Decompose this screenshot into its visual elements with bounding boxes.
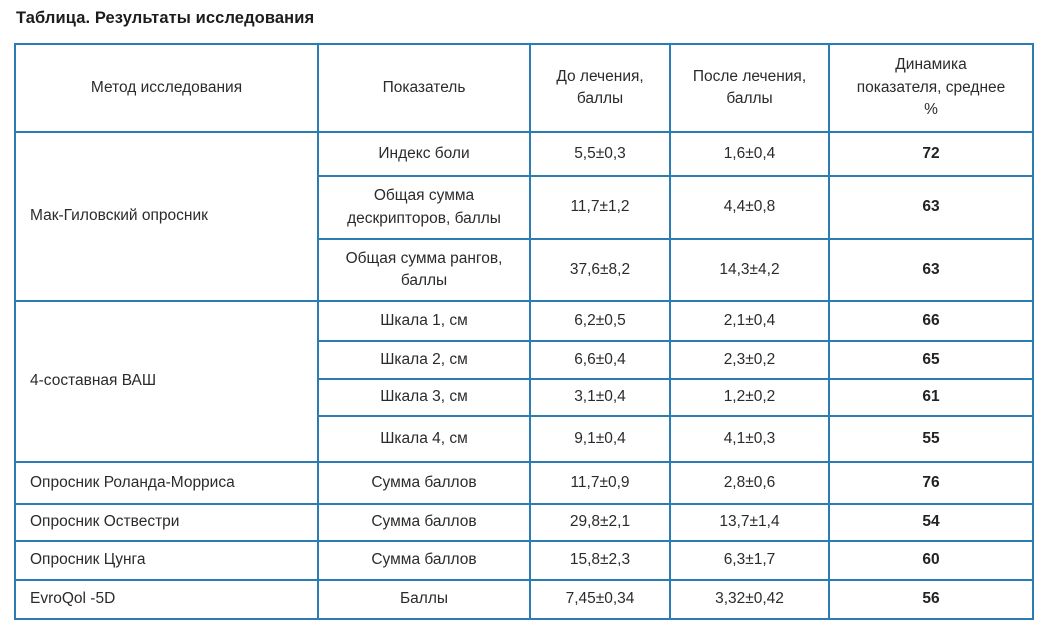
dynamics-cell: 55 xyxy=(828,415,1034,463)
after-cell: 14,3±4,2 xyxy=(669,238,830,302)
dynamics-cell: 76 xyxy=(828,461,1034,505)
dynamics-cell: 54 xyxy=(828,503,1034,542)
after-cell: 3,32±0,42 xyxy=(669,579,830,620)
after-cell: 1,6±0,4 xyxy=(669,131,830,177)
table-row: Шкала 4, см 9,1±0,4 4,1±0,3 55 xyxy=(15,415,1034,463)
method-cell: Мак-Гиловский опросник xyxy=(14,131,319,302)
method-cell: EvroQol -5D xyxy=(14,579,319,620)
dynamics-cell: 66 xyxy=(828,300,1034,342)
method-cell: Опросник Цунга xyxy=(14,540,319,581)
indicator-cell: Сумма баллов xyxy=(317,540,531,581)
dynamics-cell: 72 xyxy=(828,131,1034,177)
after-cell: 2,1±0,4 xyxy=(669,300,830,342)
after-cell: 4,1±0,3 xyxy=(669,415,830,463)
col-header-dynamics: Динамика показателя, среднее % xyxy=(828,43,1034,133)
indicator-cell: Общая сумма рангов, баллы xyxy=(317,238,531,302)
table-row: EvroQol -5D Баллы 7,45±0,34 3,32±0,42 56 xyxy=(14,579,1034,620)
col-header-method: Метод исследования xyxy=(14,43,319,133)
dynamics-cell: 61 xyxy=(828,378,1034,417)
method-cell: Опросник Оствестри xyxy=(14,503,319,542)
dynamics-cell: 60 xyxy=(828,540,1034,581)
col-header-indicator: Показатель xyxy=(317,43,531,133)
table-row: Общая сумма рангов, баллы 37,6±8,2 14,3±… xyxy=(15,238,1034,302)
method-cell: Опросник Роланда-Морриса xyxy=(14,461,319,505)
dynamics-cell: 65 xyxy=(828,340,1034,380)
indicator-cell: Баллы xyxy=(317,579,531,620)
before-cell: 11,7±0,9 xyxy=(529,461,671,505)
table-row: Опросник Роланда-Морриса Сумма баллов 11… xyxy=(14,461,1034,505)
method-cell: 4-составная ВАШ xyxy=(14,300,319,463)
before-cell: 11,7±1,2 xyxy=(529,175,671,240)
after-cell: 1,2±0,2 xyxy=(669,378,830,417)
page-title: Таблица. Результаты исследования xyxy=(16,9,315,27)
before-cell: 29,8±2,1 xyxy=(529,503,671,542)
after-cell: 13,7±1,4 xyxy=(669,503,830,542)
indicator-cell: Индекс боли xyxy=(317,131,531,177)
dynamics-cell: 63 xyxy=(828,175,1034,240)
after-cell: 4,4±0,8 xyxy=(669,175,830,240)
indicator-cell: Общая сумма дескрипторов, баллы xyxy=(317,175,531,240)
indicator-cell: Шкала 1, см xyxy=(317,300,531,342)
results-table: Метод исследования Показатель До лечения… xyxy=(14,43,1034,620)
indicator-cell: Шкала 3, см xyxy=(317,378,531,417)
table-row: Опросник Оствестри Сумма баллов 29,8±2,1… xyxy=(14,503,1034,542)
table-row: Шкала 3, см 3,1±0,4 1,2±0,2 61 xyxy=(15,378,1034,417)
col-header-after: После лечения, баллы xyxy=(669,43,830,133)
col-header-before: До лечения, баллы xyxy=(529,43,671,133)
before-cell: 5,5±0,3 xyxy=(529,131,671,177)
indicator-cell: Шкала 4, см xyxy=(317,415,531,463)
before-cell: 6,2±0,5 xyxy=(529,300,671,342)
after-cell: 2,8±0,6 xyxy=(669,461,830,505)
indicator-cell: Сумма баллов xyxy=(317,503,531,542)
table-row: Мак-Гиловский опросник Индекс боли 5,5±0… xyxy=(14,131,1034,302)
before-cell: 7,45±0,34 xyxy=(529,579,671,620)
before-cell: 15,8±2,3 xyxy=(529,540,671,581)
dynamics-cell: 63 xyxy=(828,238,1034,302)
indicator-cell: Шкала 2, см xyxy=(317,340,531,380)
table-row: Опросник Цунга Сумма баллов 15,8±2,3 6,3… xyxy=(14,540,1034,581)
after-cell: 6,3±1,7 xyxy=(669,540,830,581)
indicator-cell: Сумма баллов xyxy=(317,461,531,505)
before-cell: 9,1±0,4 xyxy=(529,415,671,463)
dynamics-cell: 56 xyxy=(828,579,1034,620)
after-cell: 2,3±0,2 xyxy=(669,340,830,380)
table-row: Общая сумма дескрипторов, баллы 11,7±1,2… xyxy=(15,175,1034,240)
before-cell: 3,1±0,4 xyxy=(529,378,671,417)
header-row: Метод исследования Показатель До лечения… xyxy=(14,43,1034,133)
before-cell: 6,6±0,4 xyxy=(529,340,671,380)
table-row: 4-составная ВАШ Шкала 1, см 6,2±0,5 2,1±… xyxy=(14,300,1034,463)
table-row: Шкала 2, см 6,6±0,4 2,3±0,2 65 xyxy=(15,340,1034,380)
before-cell: 37,6±8,2 xyxy=(529,238,671,302)
